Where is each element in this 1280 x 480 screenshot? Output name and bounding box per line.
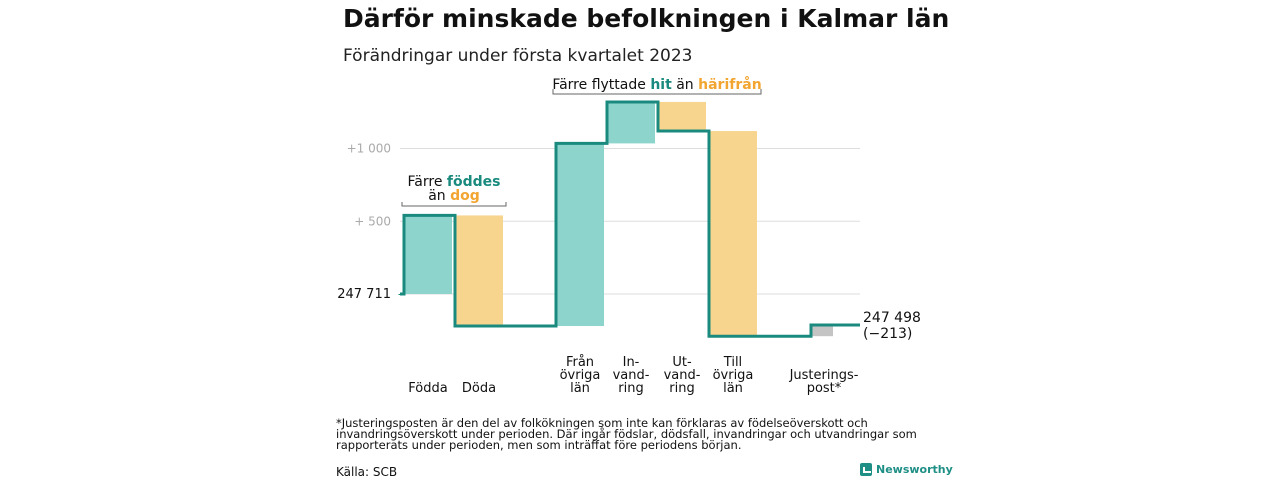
annotation-highlight-from: härifrån bbox=[698, 76, 762, 93]
x-axis-label-line: vand- bbox=[613, 368, 650, 383]
start-value-label: 247 711 bbox=[337, 287, 391, 302]
chart-title: Därför minskade befolkningen i Kalmar lä… bbox=[343, 4, 950, 33]
annotation-moved: Färre flyttade hit än härifrån bbox=[552, 76, 761, 93]
x-axis-label-line: Från bbox=[566, 355, 594, 370]
annotation-bracket bbox=[552, 89, 762, 95]
x-axis-label-line: län bbox=[723, 381, 743, 396]
brand-name: Newsworthy bbox=[876, 463, 953, 476]
x-axis-label: Döda bbox=[462, 381, 496, 396]
x-axis-label-line: ring bbox=[669, 381, 694, 396]
waterfall-line bbox=[400, 100, 860, 338]
x-axis-label-line: In- bbox=[623, 355, 640, 370]
waterfall-bar bbox=[811, 324, 833, 337]
x-axis-label: Till övriga län bbox=[713, 355, 754, 396]
waterfall-bar bbox=[404, 215, 452, 294]
x-axis-label-line: post* bbox=[807, 381, 842, 396]
annotation-text: Färre flyttade bbox=[552, 77, 650, 93]
annotation-highlight-born: föddes bbox=[447, 174, 501, 190]
annotation-bracket bbox=[401, 202, 507, 207]
annotation-highlight-here: hit bbox=[650, 77, 672, 93]
annotation-text: Färre bbox=[408, 174, 447, 190]
x-axis-label-line: övriga bbox=[560, 368, 601, 383]
waterfall-bar bbox=[455, 215, 503, 327]
annotation-born-line2: än dog bbox=[428, 188, 480, 204]
x-axis-label-line: Till bbox=[723, 355, 742, 370]
x-axis-label: In-vand-ring bbox=[613, 355, 650, 396]
source-text: Källa: SCB bbox=[336, 465, 398, 479]
x-axis-label-line: ring bbox=[618, 381, 643, 396]
x-axis-label: Justerings-post* bbox=[789, 368, 859, 396]
x-axis-label: Från övriga län bbox=[560, 355, 601, 396]
brand-logo: Newsworthy bbox=[860, 463, 953, 476]
annotation-born-line1: Färre föddes bbox=[408, 174, 501, 190]
x-axis-label-line: Födda bbox=[408, 381, 447, 396]
x-axis-label-line: Döda bbox=[462, 381, 496, 396]
x-axis-label-line: övriga bbox=[713, 368, 754, 383]
waterfall-bar bbox=[658, 101, 706, 132]
end-change-label: (−213) bbox=[863, 326, 912, 342]
y-tick-label: +1 000 bbox=[347, 142, 391, 156]
x-axis-label-line: vand- bbox=[664, 368, 701, 383]
end-value-label: 247 498 bbox=[863, 310, 921, 326]
x-axis-label-line: Ut- bbox=[672, 355, 692, 370]
x-axis-label: Födda bbox=[408, 381, 447, 396]
footnote: *Justeringsposten är den del av folkökni… bbox=[336, 416, 917, 452]
x-axis-label: Ut-vand-ring bbox=[664, 355, 701, 396]
waterfall-bar bbox=[709, 131, 757, 337]
x-axis-label-line: län bbox=[570, 381, 590, 396]
x-axis-label-line: Justerings- bbox=[789, 368, 859, 383]
y-tick-label: + 500 bbox=[354, 214, 391, 228]
annotation-text: än bbox=[428, 188, 450, 204]
annotation-highlight-died: dog bbox=[450, 188, 480, 204]
chart-subtitle: Förändringar under första kvartalet 2023 bbox=[343, 46, 693, 66]
annotation-text: än bbox=[672, 77, 698, 93]
newsworthy-icon bbox=[860, 463, 872, 476]
waterfall-bar bbox=[556, 143, 604, 327]
waterfall-bar bbox=[607, 101, 655, 144]
